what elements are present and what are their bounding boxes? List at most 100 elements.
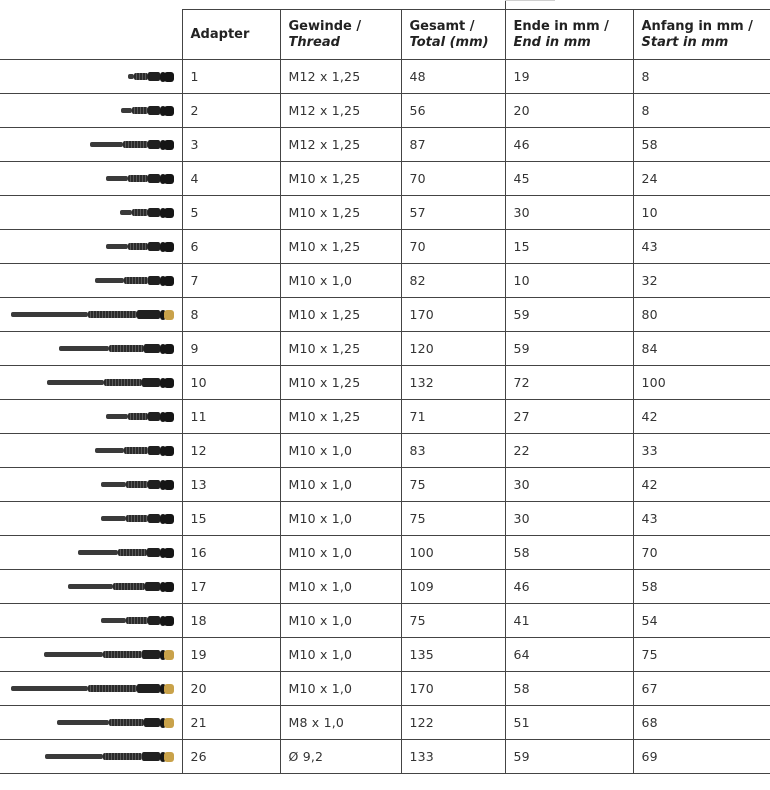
table-row: 9 M10 x 1,25 120 59 84 — [0, 331, 770, 366]
adapter-6-icon — [105, 241, 174, 253]
adapter-image-cell — [0, 671, 183, 706]
adapter-image-cell — [0, 161, 183, 196]
adapter-cap-part — [163, 173, 174, 184]
cell-end: 72 — [504, 365, 634, 400]
adapter-thread-part — [122, 140, 148, 148]
adapter-rod-part — [94, 447, 124, 453]
cell-adapter: 9 — [181, 331, 281, 366]
adapter-thread-part — [125, 480, 148, 488]
cell-thread: M12 x 1,25 — [279, 127, 402, 162]
cell-total: 82 — [400, 263, 506, 298]
cell-adapter: 11 — [181, 399, 281, 434]
cell-start: 67 — [632, 671, 770, 706]
adapter-image-cell — [0, 297, 183, 332]
adapter-image-cell — [0, 331, 183, 366]
adapter-spec-table: Adapter Gewinde / Thread Gesamt / Total (m… — [0, 9, 770, 774]
adapter-image-cell — [0, 195, 183, 230]
cell-adapter: 16 — [181, 535, 281, 570]
adapter-thread-part — [87, 684, 137, 692]
adapter-12-icon — [94, 445, 174, 457]
cell-adapter: 1 — [181, 59, 281, 94]
cell-end: 30 — [504, 501, 634, 536]
adapter-rod-part — [10, 311, 88, 317]
table-row: 1 M12 x 1,25 48 19 8 — [0, 59, 770, 94]
cell-start: 68 — [632, 705, 770, 740]
table-body: 1 M12 x 1,25 48 19 8 2 M12 x 1,25 56 20 8 3 M12 x 1… — [0, 59, 770, 774]
adapter-body-part — [147, 207, 160, 217]
cell-adapter: 5 — [181, 195, 281, 230]
cell-end: 58 — [504, 671, 634, 706]
adapter-image-cell — [0, 739, 183, 774]
adapter-rod-part — [120, 107, 132, 113]
adapter-13-icon — [100, 479, 174, 491]
adapter-body-part — [147, 445, 160, 455]
cell-thread: M10 x 1,0 — [279, 467, 402, 502]
adapter-body-part — [144, 581, 160, 591]
cell-start: 69 — [632, 739, 770, 774]
adapter-cap-part — [159, 717, 166, 728]
adapter-cap-part — [163, 513, 174, 524]
adapter-rod-part — [127, 73, 134, 79]
adapter-body-part — [147, 275, 160, 285]
table-row: 21 M8 x 1,0 122 51 68 — [0, 705, 770, 740]
cell-adapter: 3 — [181, 127, 281, 162]
cell-total: 56 — [400, 93, 506, 128]
cell-total: 75 — [400, 501, 506, 536]
adapter-image-cell — [0, 229, 183, 264]
adapter-17-icon — [67, 581, 174, 593]
adapter-rod-part — [100, 617, 126, 623]
cell-end: 22 — [504, 433, 634, 468]
cell-total: 71 — [400, 399, 506, 434]
cell-thread: M10 x 1,0 — [279, 501, 402, 536]
cell-thread: M10 x 1,0 — [279, 671, 402, 706]
cell-adapter: 17 — [181, 569, 281, 604]
adapter-rod-part — [94, 277, 124, 283]
cell-adapter: 2 — [181, 93, 281, 128]
adapter-cap-part — [159, 309, 166, 320]
adapter-cap-part — [159, 241, 166, 252]
adapter-cap-part — [159, 649, 166, 660]
cell-adapter: 7 — [181, 263, 281, 298]
cell-end: 27 — [504, 399, 634, 434]
adapter-body-part — [147, 173, 160, 183]
adapter-cap-part — [159, 513, 166, 524]
adapter-cap-part — [163, 581, 174, 592]
adapter-cap-part — [163, 547, 174, 558]
adapter-thread-part — [131, 208, 148, 216]
header-top-line — [505, 0, 555, 1]
adapter-brass-part — [163, 649, 174, 660]
table-row: 15 M10 x 1,0 75 30 43 — [0, 501, 770, 536]
adapter-rod-part — [105, 243, 128, 249]
adapter-19-icon — [43, 649, 174, 661]
cell-thread: M12 x 1,25 — [279, 59, 402, 94]
cell-end: 59 — [504, 739, 634, 774]
cell-start: 33 — [632, 433, 770, 468]
adapter-image-cell — [0, 637, 183, 672]
cell-start: 43 — [632, 229, 770, 264]
adapter-rod-part — [100, 481, 126, 487]
adapter-cap-part — [163, 275, 174, 286]
adapter-cap-part — [163, 445, 174, 456]
adapter-brass-part — [163, 309, 174, 320]
adapter-cap-part — [163, 139, 174, 150]
cell-total: 135 — [400, 637, 506, 672]
adapter-body-part — [147, 513, 160, 523]
adapter-rod-part — [119, 209, 132, 215]
adapter-3-icon — [89, 139, 174, 151]
table-row: 20 M10 x 1,0 170 58 67 — [0, 671, 770, 706]
cell-end: 20 — [504, 93, 634, 128]
cell-start: 32 — [632, 263, 770, 298]
cell-thread: M10 x 1,25 — [279, 365, 402, 400]
cell-thread: M10 x 1,0 — [279, 535, 402, 570]
adapter-rod-part — [46, 379, 104, 385]
adapter-image-cell — [0, 127, 183, 162]
table-row: 17 M10 x 1,0 109 46 58 — [0, 569, 770, 604]
cell-total: 87 — [400, 127, 506, 162]
cell-thread: M10 x 1,25 — [279, 161, 402, 196]
adapter-thread-part — [108, 344, 144, 352]
adapter-16-icon — [77, 547, 174, 559]
cell-thread: M10 x 1,25 — [279, 399, 402, 434]
adapter-brass-part — [163, 717, 174, 728]
cell-adapter: 8 — [181, 297, 281, 332]
cell-adapter: 18 — [181, 603, 281, 638]
